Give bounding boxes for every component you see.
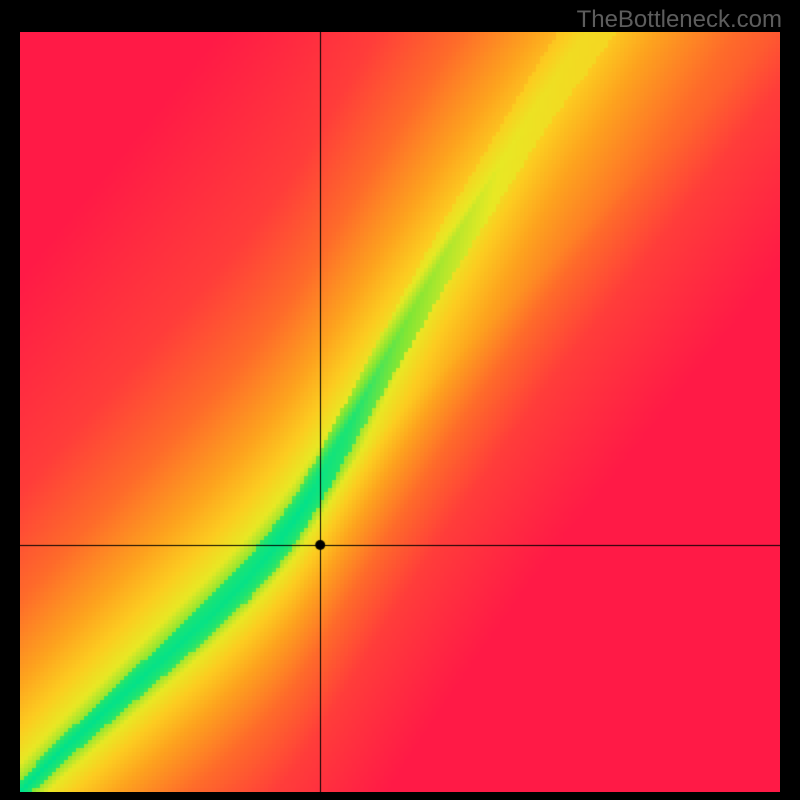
chart-container: TheBottleneck.com [0,0,800,800]
bottleneck-heatmap [20,32,780,792]
watermark-text: TheBottleneck.com [577,6,782,34]
